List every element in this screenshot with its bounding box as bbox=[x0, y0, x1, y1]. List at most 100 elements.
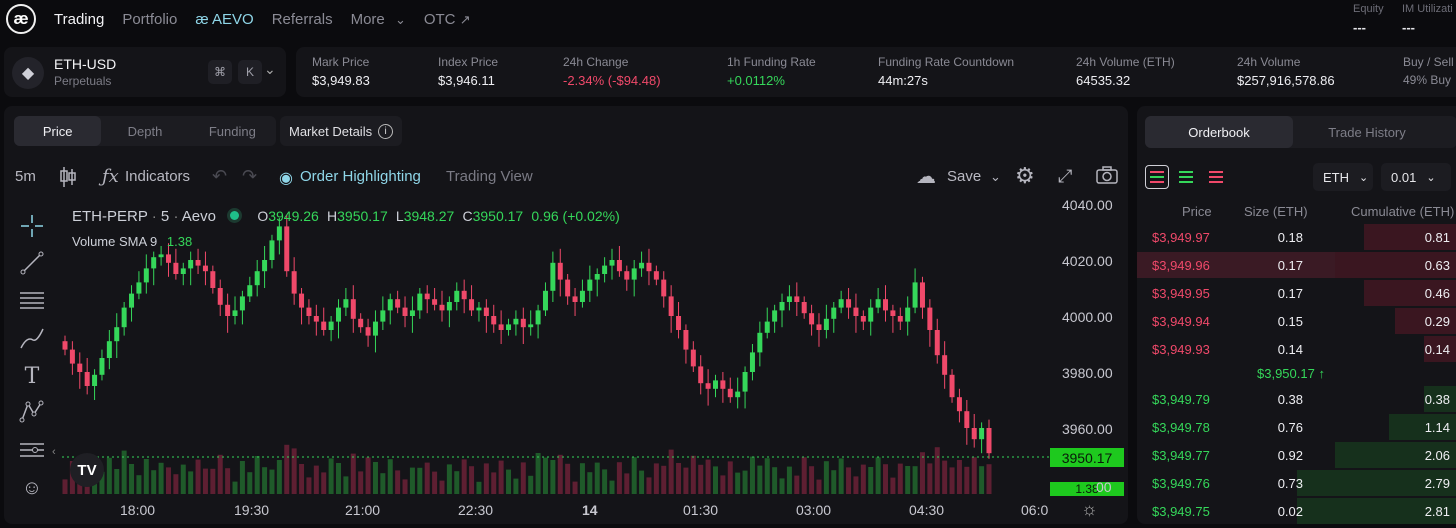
gear-icon[interactable]: ⚙ bbox=[1015, 163, 1035, 188]
ask-row[interactable]: $3,949.93 0.14 0.14 bbox=[1137, 336, 1456, 362]
bid-row[interactable]: $3,949.75 0.02 2.81 bbox=[1137, 498, 1456, 524]
candle-body bbox=[979, 428, 985, 440]
bid-row[interactable]: $3,949.77 0.92 2.06 bbox=[1137, 442, 1456, 468]
arrow-up-icon: ↑ bbox=[1318, 366, 1325, 381]
nav-trading[interactable]: Trading bbox=[54, 10, 105, 28]
fib-lines-icon[interactable] bbox=[18, 286, 46, 314]
volume-bar bbox=[217, 454, 223, 494]
bid-row[interactable]: $3,949.79 0.38 0.38 bbox=[1137, 386, 1456, 412]
prediction-icon[interactable] bbox=[18, 436, 46, 464]
legend-symbol: ETH-PERP bbox=[72, 208, 148, 225]
stat-label: Mark Price bbox=[312, 55, 370, 69]
bid-row[interactable]: $3,949.76 0.73 2.79 bbox=[1137, 470, 1456, 496]
info-icon: i bbox=[378, 123, 394, 139]
auto-scale-icon[interactable]: ☼ bbox=[1081, 499, 1098, 519]
bids-view-icon[interactable] bbox=[1174, 165, 1198, 189]
stat-value: 49% Buy bbox=[1403, 73, 1452, 87]
candle-body bbox=[239, 296, 245, 311]
market-selector[interactable]: ◆ ETH-USD Perpetuals ⌘ K ⌄ bbox=[4, 47, 286, 97]
candle-body bbox=[956, 397, 962, 412]
candle-body bbox=[557, 262, 563, 280]
ask-row[interactable]: $3,949.94 0.15 0.29 bbox=[1137, 308, 1456, 334]
chevron-down-icon: ⌄ bbox=[1359, 171, 1369, 184]
nav-otc[interactable]: OTC ↗ bbox=[424, 11, 471, 28]
tab-depth[interactable]: Depth bbox=[127, 123, 163, 139]
ob-price: $3,949.94 bbox=[1152, 314, 1210, 329]
price-axis-tick: 4020.00 bbox=[1062, 253, 1113, 269]
ob-size: 0.17 bbox=[1277, 258, 1303, 273]
candle-body bbox=[439, 304, 445, 311]
aevo-logo[interactable]: æ bbox=[6, 4, 36, 34]
nav-portfolio[interactable]: Portfolio bbox=[122, 10, 178, 28]
candle-body bbox=[971, 428, 977, 440]
asks-view-icon[interactable] bbox=[1204, 165, 1228, 189]
candle-body bbox=[794, 296, 800, 302]
ask-row[interactable]: $3,949.96 0.17 0.63 bbox=[1137, 252, 1456, 278]
volume-bar bbox=[883, 464, 889, 494]
tab-price[interactable]: Price bbox=[14, 116, 102, 146]
interval-selector[interactable]: 5m bbox=[15, 168, 36, 185]
ob-cum: 0.38 bbox=[1424, 392, 1450, 407]
market-details-button[interactable]: Market Details i bbox=[280, 116, 402, 146]
candle-body bbox=[276, 226, 282, 241]
candle-body bbox=[180, 268, 186, 274]
collapse-arrow-icon[interactable]: ‹ bbox=[52, 446, 56, 458]
trading-view-link[interactable]: Trading View bbox=[446, 168, 533, 185]
trend-line-icon[interactable] bbox=[18, 249, 46, 277]
tab-funding[interactable]: Funding bbox=[208, 123, 256, 139]
ob-size: 0.18 bbox=[1277, 230, 1303, 245]
candle-body bbox=[779, 302, 785, 311]
external-link-icon: ↗ bbox=[459, 11, 471, 27]
chevron-down-icon[interactable]: ⌄ bbox=[264, 61, 276, 77]
stat-label: 24h Change bbox=[563, 55, 629, 69]
chevron-down-icon[interactable]: ⌄ bbox=[990, 169, 1001, 184]
ob-size: 0.02 bbox=[1277, 504, 1303, 519]
fullscreen-icon[interactable]: ⤢ bbox=[1058, 166, 1073, 186]
nav-more[interactable]: More ⌄ bbox=[351, 11, 406, 28]
candle-body bbox=[365, 327, 371, 336]
nav-referrals[interactable]: Referrals bbox=[271, 10, 333, 28]
ob-cum: 1.14 bbox=[1424, 420, 1450, 435]
ob-cum: 0.29 bbox=[1424, 314, 1450, 329]
volume-bar bbox=[986, 464, 992, 494]
candle-body bbox=[565, 279, 571, 297]
tab-trade-history[interactable]: Trade History bbox=[1328, 124, 1406, 140]
save-button[interactable]: Save bbox=[947, 168, 982, 185]
equity-value: --- bbox=[1353, 20, 1366, 35]
asset-select[interactable]: ETH ⌄ bbox=[1313, 163, 1373, 191]
candle-type-icon[interactable] bbox=[59, 166, 77, 193]
volume-bar bbox=[602, 469, 608, 494]
text-tool-icon[interactable]: T bbox=[24, 363, 40, 389]
candle-body bbox=[350, 299, 356, 319]
smiley-icon[interactable]: ☺ bbox=[21, 476, 43, 499]
volume-bar bbox=[631, 457, 637, 494]
candle-body bbox=[313, 316, 319, 322]
undo-icon[interactable]: ↶ bbox=[212, 166, 228, 186]
volume-bar bbox=[158, 462, 164, 494]
depth-bar bbox=[1389, 414, 1456, 440]
volume-bar bbox=[313, 465, 319, 494]
tick-size-select[interactable]: 0.01 ⌄ bbox=[1381, 163, 1451, 191]
ask-row[interactable]: $3,949.95 0.17 0.46 bbox=[1137, 280, 1456, 306]
price-axis-tick: 4000.00 bbox=[1062, 309, 1113, 325]
redo-icon[interactable]: ↷ bbox=[242, 166, 258, 186]
mid-price: $3,950.17 ↑ bbox=[1257, 366, 1325, 381]
price-chart[interactable] bbox=[4, 106, 1128, 524]
brush-icon[interactable] bbox=[18, 324, 46, 352]
order-highlighting-toggle[interactable]: Order Highlighting bbox=[300, 168, 421, 185]
indicators-button[interactable]: Indicators bbox=[125, 168, 191, 185]
volume-bar bbox=[535, 453, 541, 494]
low-label: L bbox=[395, 208, 404, 224]
crosshair-icon[interactable] bbox=[18, 212, 46, 240]
candle-body bbox=[831, 307, 837, 319]
stat-value: $257,916,578.86 bbox=[1237, 73, 1335, 88]
tab-orderbook[interactable]: Orderbook bbox=[1145, 116, 1293, 148]
volume-bar bbox=[542, 457, 548, 494]
both-sides-view-icon[interactable] bbox=[1145, 165, 1169, 189]
bid-row[interactable]: $3,949.78 0.76 1.14 bbox=[1137, 414, 1456, 440]
ask-row[interactable]: $3,949.97 0.18 0.81 bbox=[1137, 224, 1456, 250]
tradingview-logo-icon[interactable]: TV bbox=[70, 453, 104, 487]
camera-icon[interactable] bbox=[1096, 166, 1118, 189]
nav-aevo[interactable]: æ AEVO bbox=[195, 11, 253, 28]
pattern-icon[interactable] bbox=[18, 398, 46, 426]
